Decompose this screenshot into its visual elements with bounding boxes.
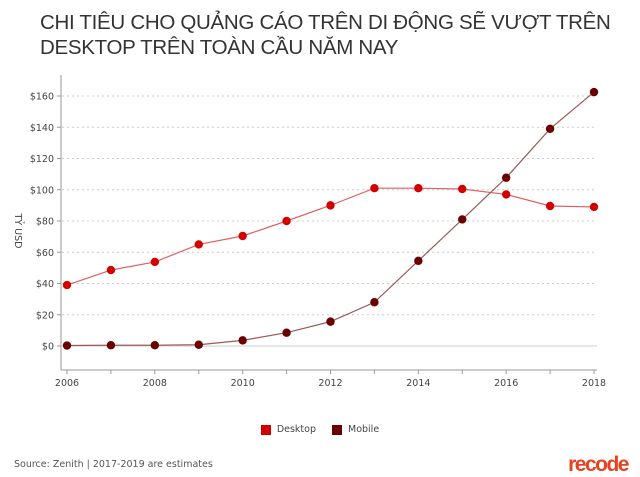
legend-label: Mobile — [348, 424, 380, 435]
data-point-mobile — [589, 87, 599, 97]
data-point-mobile — [414, 256, 423, 266]
x-tick-label: 2006 — [55, 378, 79, 389]
data-point-desktop — [62, 280, 72, 290]
chart-title: CHI TIÊU CHO QUẢNG CÁO TRÊN DI ĐỘNG SẼ V… — [40, 11, 611, 59]
data-point-mobile — [282, 328, 291, 337]
data-point-desktop — [458, 184, 467, 194]
legend: Desktop Mobile — [0, 424, 640, 435]
data-point-desktop — [106, 265, 116, 275]
data-point-desktop — [238, 231, 247, 241]
data-point-desktop — [194, 240, 203, 249]
data-point-mobile — [458, 215, 467, 224]
y-tick-label: $40 — [36, 279, 54, 290]
y-tick-label: $120 — [30, 154, 54, 165]
legend-label: Desktop — [276, 424, 316, 435]
source-note: Source: Zenith | 2017-2019 are estimates — [14, 459, 213, 470]
data-point-desktop — [414, 183, 423, 193]
data-point-mobile — [106, 341, 116, 350]
y-tick-label: $140 — [30, 123, 54, 134]
data-point-mobile — [370, 298, 379, 307]
recode-logo: recode — [568, 453, 629, 476]
data-point-desktop — [370, 183, 379, 193]
x-tick-label: 2008 — [143, 378, 167, 389]
data-point-mobile — [326, 317, 335, 326]
x-tick-label: 2010 — [231, 378, 255, 389]
y-axis-label: TỶ USD — [12, 213, 24, 249]
y-tick-label: $80 — [36, 217, 54, 228]
data-point-mobile — [545, 124, 555, 134]
data-point-desktop — [326, 201, 335, 210]
x-tick-label: 2016 — [494, 378, 518, 389]
y-tick-label: $60 — [36, 248, 54, 259]
legend-swatch-mobile — [332, 424, 342, 435]
legend-item-desktop[interactable]: Desktop — [260, 424, 316, 435]
data-point-desktop — [282, 216, 291, 226]
y-tick-label: $20 — [36, 310, 54, 321]
y-tick-label: $100 — [30, 185, 54, 196]
data-point-desktop — [501, 190, 511, 199]
data-point-mobile — [501, 173, 511, 182]
data-point-desktop — [589, 202, 599, 212]
data-point-mobile — [150, 341, 160, 350]
legend-item-mobile[interactable]: Mobile — [332, 424, 379, 435]
x-tick-label: 2018 — [582, 378, 606, 389]
data-point-mobile — [238, 336, 247, 345]
data-point-desktop — [545, 201, 555, 211]
data-point-mobile — [194, 340, 203, 349]
x-tick-label: 2012 — [318, 378, 342, 389]
y-tick-label: $0 — [42, 342, 54, 353]
data-point-mobile — [62, 341, 72, 350]
x-tick-label: 2014 — [406, 378, 430, 389]
series-line-mobile — [66, 91, 595, 347]
data-point-desktop — [150, 257, 160, 267]
legend-swatch-desktop — [260, 424, 271, 435]
y-tick-label: $160 — [30, 92, 54, 103]
